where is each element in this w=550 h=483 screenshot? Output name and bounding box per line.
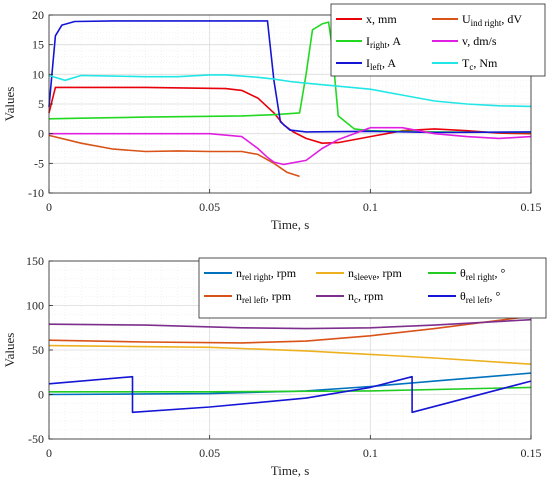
x-tick-label: 0.1: [363, 200, 378, 214]
legend-entry: nc, rpm: [348, 289, 384, 305]
legend-box: [198, 257, 547, 319]
x-tick-label: 0: [46, 446, 52, 460]
y-axis-label: Values: [2, 333, 17, 368]
legend-entry: nrel right, rpm: [236, 266, 297, 282]
series-line-0: [48, 86, 532, 144]
x-tick-label: 0.15: [521, 446, 542, 460]
legend: nrel right, rpm nrel left, rpm nsleeve, rp…: [198, 257, 547, 319]
legend-entry: Ileft, A: [366, 56, 396, 72]
series-lines: [48, 20, 532, 178]
y-tick-label: 0: [38, 127, 44, 141]
series-line-5: [48, 375, 532, 414]
y-tick-label: -10: [28, 186, 44, 200]
y-tick-label: 10: [32, 67, 44, 81]
y-tick-label: 0: [38, 388, 44, 402]
series-line-3: [48, 318, 532, 330]
y-tick-label: -5: [34, 156, 44, 170]
x-tick-label: 0.1: [363, 446, 378, 460]
y-tick-label: 5: [38, 97, 44, 111]
x-tick-label: 0.15: [521, 200, 542, 214]
series-line-1: [48, 21, 532, 134]
y-axis-label: Values: [2, 87, 17, 122]
x-tick-label: 0.05: [199, 446, 220, 460]
y-tick-label: 100: [26, 299, 44, 313]
legend-entry: v, dm/s: [462, 34, 497, 48]
series-line-3: [48, 134, 300, 178]
x-axis-label: Time, s: [271, 217, 310, 232]
top-chart: 0 0.05 0.1 0.15 -10 -5 0 5 10 15 20 Time, s Values x,…: [2, 3, 546, 232]
legend-entry: Tc, Nm: [462, 56, 498, 72]
legend-entry: nrel left, rpm: [236, 289, 292, 305]
legend: x, mm Iright, A Ileft, A Uind right, dV v, d…: [330, 3, 546, 77]
y-tick-label: 150: [26, 254, 44, 268]
x-tick-label: 0.05: [199, 200, 220, 214]
x-tick-label: 0: [46, 200, 52, 214]
legend-entry: x, mm: [366, 12, 397, 26]
y-tick-label: 20: [32, 8, 44, 22]
legend-entry: θrel left, °: [460, 289, 501, 305]
x-axis-label: Time, s: [271, 463, 310, 478]
legend-entry: Uind right, dV: [462, 12, 522, 28]
y-tick-label: 15: [32, 38, 44, 52]
series-line-4: [49, 386, 532, 393]
y-tick-label: 50: [32, 343, 44, 357]
series-line-5: [48, 74, 532, 108]
series-lines: [48, 315, 532, 414]
legend-entry: θrel right, °: [460, 266, 506, 282]
legend-entry: nsleeve, rpm: [348, 266, 402, 282]
series-line-1: [48, 315, 532, 344]
series-line-4: [49, 126, 532, 166]
series-line-2: [48, 20, 532, 134]
legend-entry: Iright, A: [366, 34, 401, 50]
series-line-0: [48, 372, 532, 396]
y-tick-label: -50: [28, 432, 44, 446]
series-line-2: [48, 344, 532, 365]
